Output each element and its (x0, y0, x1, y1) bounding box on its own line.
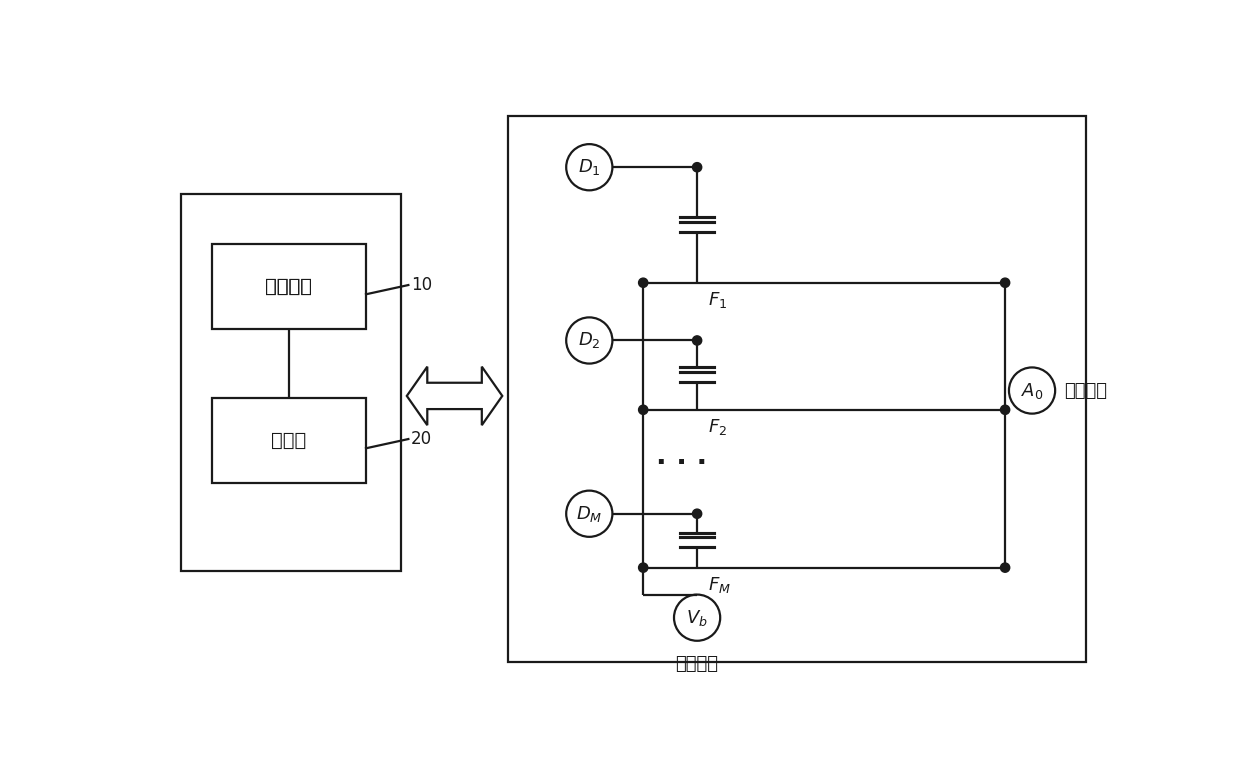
Text: 10: 10 (410, 276, 432, 294)
Text: $A_0$: $A_0$ (1021, 380, 1043, 401)
Text: 20: 20 (410, 430, 432, 448)
Bar (181, 194, 401, 572)
Circle shape (692, 336, 702, 345)
Text: $F_1$: $F_1$ (708, 290, 727, 310)
Text: . . .: . . . (656, 442, 707, 470)
Circle shape (1001, 278, 1009, 288)
Text: 编程电路: 编程电路 (265, 277, 312, 296)
Bar (508, 116, 1086, 662)
Text: $F_2$: $F_2$ (708, 418, 727, 437)
Circle shape (1001, 563, 1009, 572)
Circle shape (639, 405, 647, 415)
Text: 编程电路: 编程电路 (265, 277, 312, 296)
Text: $D_1$: $D_1$ (578, 158, 600, 177)
Circle shape (692, 509, 702, 518)
Text: $D_M$: $D_M$ (577, 504, 603, 524)
Text: $V_b$: $V_b$ (686, 608, 708, 628)
Text: 模拟输出: 模拟输出 (1064, 382, 1107, 400)
Circle shape (1001, 405, 1009, 415)
Circle shape (639, 278, 647, 288)
Circle shape (692, 162, 702, 172)
Bar (212, 245, 366, 329)
Circle shape (639, 563, 647, 572)
Text: 控制器: 控制器 (272, 431, 306, 450)
Text: $F_M$: $F_M$ (708, 575, 730, 595)
Bar (212, 398, 366, 483)
Text: 偏置电压: 偏置电压 (676, 655, 719, 673)
Text: $D_2$: $D_2$ (578, 331, 600, 350)
